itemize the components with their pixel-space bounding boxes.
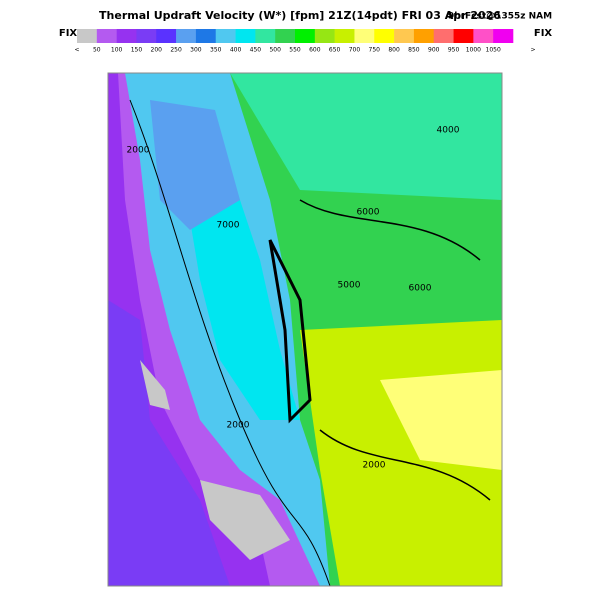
legend-swatch <box>96 29 117 43</box>
legend-label: 1000 <box>466 47 481 54</box>
legend-label: 750 <box>369 47 381 54</box>
map: 2000 7000 6000 5000 6000 2000 2000 4000 <box>107 72 503 587</box>
contour-label: 5000 <box>338 281 361 291</box>
legend-swatch <box>433 29 454 43</box>
contour-label: 2000 <box>127 146 150 156</box>
legend-swatch <box>473 29 494 43</box>
legend-label: 900 <box>428 47 440 54</box>
legend-label: > <box>530 47 535 54</box>
legend-label: 400 <box>230 47 242 54</box>
legend-label: 150 <box>131 47 143 54</box>
legend-swatch <box>334 29 355 43</box>
contour-label: 4000 <box>437 126 460 136</box>
legend-swatch <box>354 29 375 43</box>
legend-swatch <box>394 29 415 43</box>
contour-label: 2000 <box>363 461 386 471</box>
legend-label: 550 <box>289 47 301 54</box>
legend-swatch <box>156 29 177 43</box>
map-frame <box>107 72 503 587</box>
legend-label: 200 <box>151 47 163 54</box>
legend-swatch <box>235 29 256 43</box>
legend-swatch <box>77 29 98 43</box>
legend-label: 450 <box>250 47 262 54</box>
contour-label: 6000 <box>409 284 432 294</box>
legend-swatch <box>195 29 217 43</box>
fix-right: FIX <box>534 28 553 39</box>
contour-label: 7000 <box>217 221 240 231</box>
title: Thermal Updraft Velocity (W*) [fpm] 21Z(… <box>99 9 501 22</box>
legend-swatch <box>374 29 395 43</box>
legend-label: 350 <box>210 47 222 54</box>
legend-swatch <box>176 29 197 43</box>
legend-label: 850 <box>408 47 420 54</box>
legend-label: 700 <box>349 47 361 54</box>
legend-swatch <box>314 29 335 43</box>
legend-swatch <box>116 29 137 43</box>
contour-label: 2000 <box>227 421 250 431</box>
legend-label: 600 <box>309 47 321 54</box>
legend-label: 650 <box>329 47 341 54</box>
legend-label: < <box>74 47 79 54</box>
legend-label: 800 <box>388 47 400 54</box>
legend-label: 250 <box>170 47 182 54</box>
legend-label: 500 <box>269 47 281 54</box>
legend-swatch <box>275 29 296 43</box>
legend-swatch <box>215 29 236 43</box>
legend-label: 100 <box>111 47 123 54</box>
legend: <50 100 150 200 250 300 350 400 450 500 550 600 650 7… <box>74 29 536 54</box>
legend-label: 50 <box>93 47 101 54</box>
legend-label: 950 <box>448 47 460 54</box>
legend-swatch <box>413 29 435 43</box>
legend-swatch <box>453 29 474 43</box>
contour-label: 6000 <box>357 208 380 218</box>
legend-swatch <box>255 29 276 43</box>
legend-swatch <box>493 29 514 43</box>
subtitle: 9hrFcst@1355z NAM <box>448 12 552 22</box>
legend-label: 1050 <box>486 47 501 54</box>
legend-swatch <box>136 29 157 43</box>
legend-swatch <box>295 29 316 43</box>
fix-left: FIX <box>59 28 78 39</box>
legend-label: 300 <box>190 47 202 54</box>
